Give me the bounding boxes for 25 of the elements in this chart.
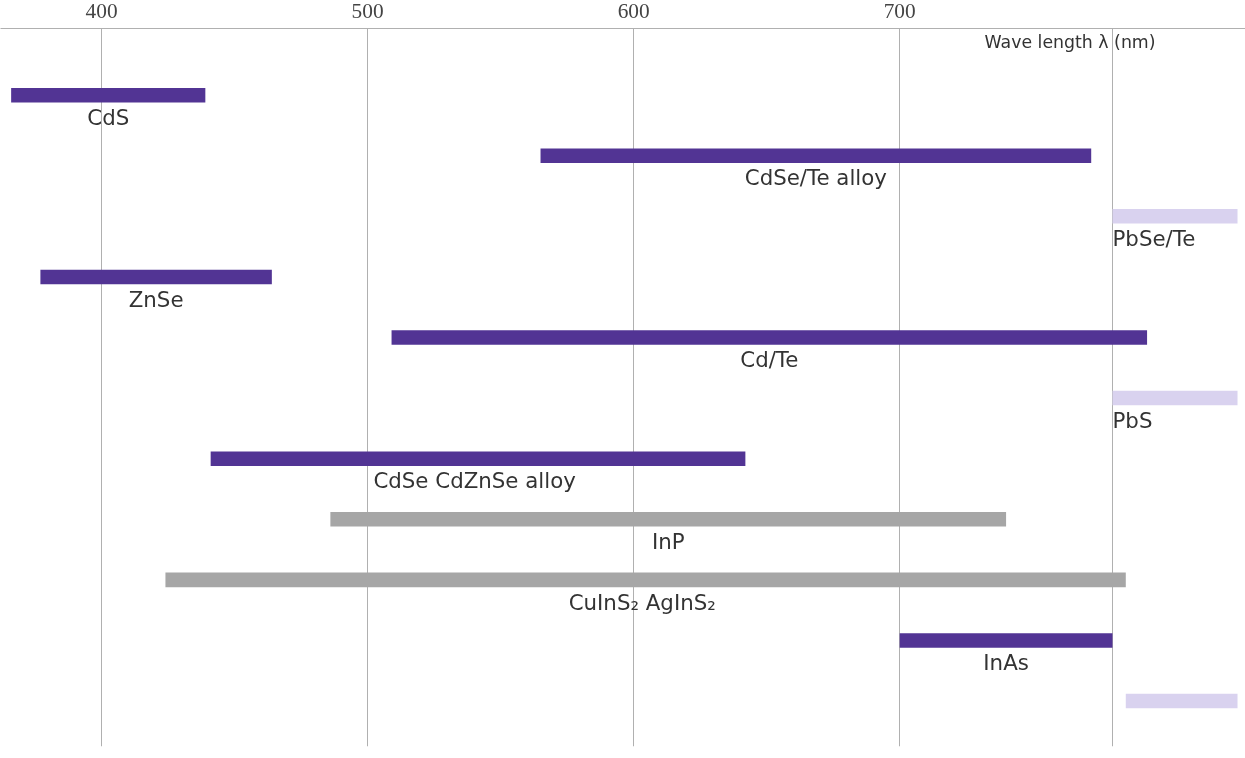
y-tick-label: CdS xyxy=(87,104,130,130)
y-tick-label: PbSe/Te xyxy=(1112,226,1196,252)
bar xyxy=(330,512,1007,527)
bar xyxy=(899,633,1113,648)
bar xyxy=(1112,390,1238,406)
x-tick-label: 700 xyxy=(883,0,916,23)
bar xyxy=(210,451,746,466)
x-tick-label: 600 xyxy=(617,0,650,23)
y-tick-label: CdSe CdZnSe alloy xyxy=(373,468,576,494)
y-tick-label: Cd/Te xyxy=(740,347,799,373)
x-axis-title: Wave length λ (nm) xyxy=(984,31,1156,52)
y-tick-label: InP xyxy=(651,528,685,554)
y-tick-label: InAs xyxy=(983,650,1029,676)
y-tick-label: CuInS₂ AgInS₂ xyxy=(568,589,716,615)
bar xyxy=(1112,209,1238,224)
x-tick-label: 400 xyxy=(85,0,118,23)
bar xyxy=(391,330,1148,345)
bar xyxy=(11,87,206,103)
x-tick-label: 500 xyxy=(351,0,384,23)
y-tick-label: PbS xyxy=(1112,407,1153,433)
y-tick-label: CdSe/Te alloy xyxy=(744,165,887,191)
bar xyxy=(540,148,1092,164)
y-tick-label: ZnSe xyxy=(128,286,184,312)
bar xyxy=(1125,693,1238,709)
bar xyxy=(40,269,272,285)
